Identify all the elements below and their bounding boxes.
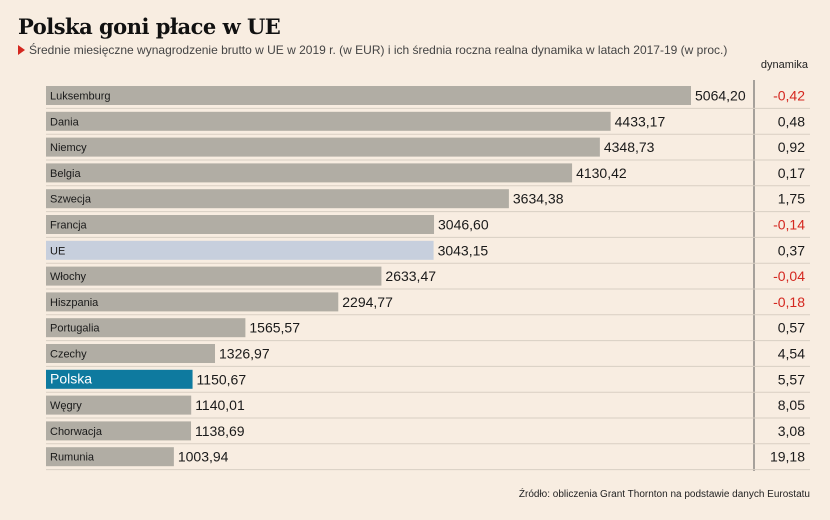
category-label-ue: UE <box>50 245 65 257</box>
category-label-chorwacja: Chorwacja <box>50 426 103 438</box>
dynamics-label-portugalia: 0,57 <box>778 320 805 336</box>
dynamics-label-wegry: 8,05 <box>778 397 805 413</box>
dynamics-label-czechy: 4,54 <box>778 346 805 362</box>
category-label-wlochy: Włochy <box>50 271 87 283</box>
dynamics-label-szwecja: 1,75 <box>778 191 805 207</box>
dynamics-column-header: dynamika <box>760 59 808 71</box>
dynamics-label-ue: 0,37 <box>778 242 805 258</box>
value-label-francja: 3046,60 <box>438 217 489 233</box>
bar-niemcy <box>46 137 600 157</box>
chart-title: Polska goni płace w UE <box>18 14 281 39</box>
chart-subtitle: Średnie miesięczne wynagrodzenie brutto … <box>29 43 728 57</box>
dynamics-label-wlochy: -0,04 <box>773 268 805 284</box>
value-label-luksemburg: 5064,20 <box>695 88 746 104</box>
dynamics-label-francja: -0,14 <box>773 217 805 233</box>
value-label-polska: 1150,67 <box>197 371 247 387</box>
value-label-wegry: 1140,01 <box>195 397 245 413</box>
bar-hiszpania <box>46 292 339 312</box>
category-label-szwecja: Szwecja <box>50 194 92 206</box>
value-label-portugalia: 1565,57 <box>249 320 300 336</box>
dynamics-label-polska: 5,57 <box>778 371 805 387</box>
category-label-belgia: Belgia <box>50 168 81 180</box>
value-label-belgia: 4130,42 <box>576 165 627 181</box>
value-label-ue: 3043,15 <box>438 242 489 258</box>
category-label-francja: Francja <box>50 220 88 232</box>
dynamics-label-belgia: 0,17 <box>778 165 805 181</box>
bar-francja <box>46 215 435 234</box>
value-label-szwecja: 3634,38 <box>513 191 564 207</box>
dynamics-label-dania: 0,48 <box>778 113 805 129</box>
category-label-rumunia: Rumunia <box>50 452 95 464</box>
category-label-czechy: Czechy <box>50 349 87 361</box>
dynamics-label-rumunia: 19,18 <box>770 449 805 465</box>
chart-subtitle-row: Średnie miesięczne wynagrodzenie brutto … <box>18 43 727 57</box>
category-label-hiszpania: Hiszpania <box>50 297 99 309</box>
category-label-wegry: Węgry <box>50 400 82 412</box>
bar-szwecja <box>46 189 509 209</box>
value-label-czechy: 1326,97 <box>219 346 270 362</box>
dynamics-label-niemcy: 0,92 <box>778 139 805 155</box>
bar-czechy <box>46 344 216 363</box>
bar-polska <box>46 369 193 389</box>
bar-belgia <box>46 163 573 183</box>
value-label-hiszpania: 2294,77 <box>342 294 393 310</box>
value-label-niemcy: 4348,73 <box>604 139 655 155</box>
category-label-dania: Dania <box>50 116 80 128</box>
source-note: Źródło: obliczenia Grant Thornton na pod… <box>518 489 810 500</box>
category-label-luksemburg: Luksemburg <box>50 91 111 103</box>
bar-rumunia <box>46 447 174 467</box>
triangle-marker-icon <box>18 45 25 55</box>
dynamics-label-luksemburg: -0,42 <box>773 88 805 104</box>
value-label-dania: 4433,17 <box>615 113 666 129</box>
bar-wegry <box>46 395 192 415</box>
value-label-chorwacja: 1138,69 <box>195 423 245 439</box>
bar-portugalia <box>46 318 246 338</box>
bar-chorwacja <box>46 421 192 441</box>
category-label-polska: Polska <box>50 370 92 386</box>
dynamics-label-chorwacja: 3,08 <box>778 423 805 439</box>
category-label-portugalia: Portugalia <box>50 323 100 335</box>
category-label-niemcy: Niemcy <box>50 142 87 154</box>
bar-ue <box>46 240 434 260</box>
value-label-wlochy: 2633,47 <box>385 268 436 284</box>
dynamics-label-hiszpania: -0,18 <box>773 294 805 310</box>
value-label-rumunia: 1003,94 <box>178 449 229 465</box>
bar-dania <box>46 111 611 131</box>
bar-wlochy <box>46 266 382 286</box>
bar-luksemburg <box>46 86 691 105</box>
